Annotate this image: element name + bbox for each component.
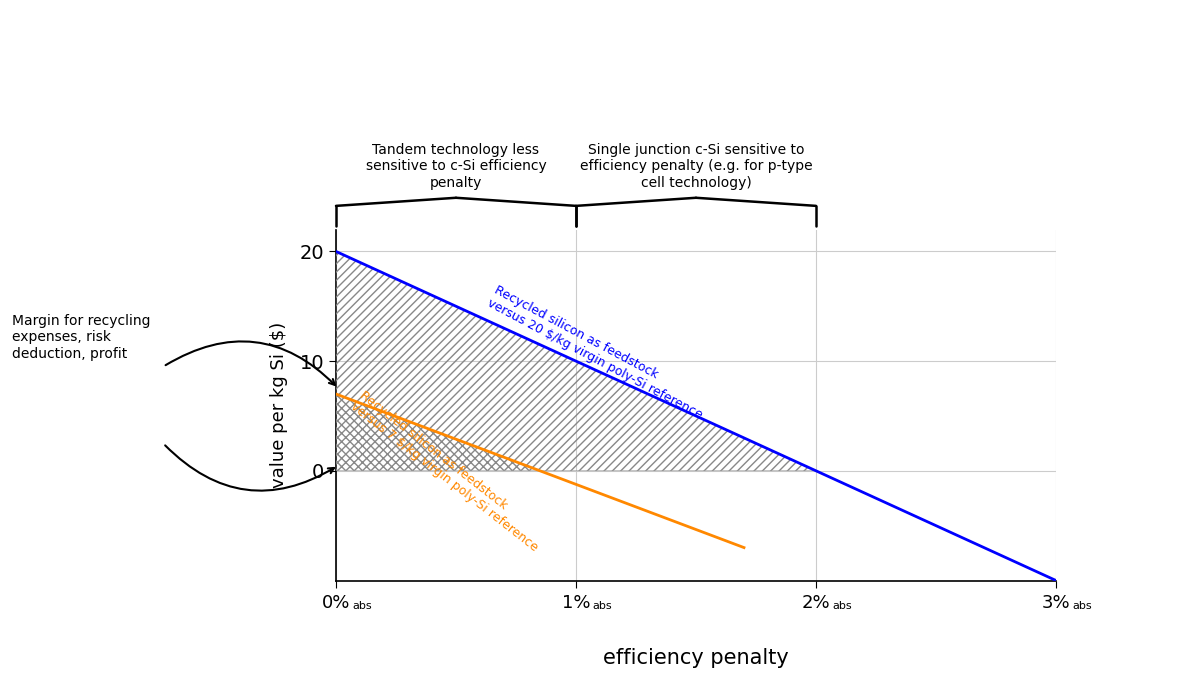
Text: 1%: 1% bbox=[562, 594, 590, 612]
Text: Margin for recycling
expenses, risk
deduction, profit: Margin for recycling expenses, risk dedu… bbox=[12, 315, 150, 360]
Text: abs: abs bbox=[833, 601, 852, 612]
Text: abs: abs bbox=[1073, 601, 1092, 612]
Text: 2%: 2% bbox=[802, 594, 830, 612]
Text: Tandem technology less
sensitive to c-Si efficiency
penalty: Tandem technology less sensitive to c-Si… bbox=[366, 143, 546, 190]
Text: Recycled silicon as feedstock
versus 20 $/kg virgin poly-Si reference: Recycled silicon as feedstock versus 20 … bbox=[485, 284, 712, 422]
Text: Single junction c-Si sensitive to
efficiency penalty (e.g. for p-type
cell techn: Single junction c-Si sensitive to effici… bbox=[580, 143, 812, 190]
Text: efficiency penalty: efficiency penalty bbox=[604, 648, 788, 668]
Text: 3%: 3% bbox=[1042, 594, 1070, 612]
Text: abs: abs bbox=[353, 601, 372, 612]
Text: abs: abs bbox=[593, 601, 612, 612]
Text: Recycled silicon as feedstock
versus 7 $/kg virgin poly-Si reference: Recycled silicon as feedstock versus 7 $… bbox=[348, 388, 550, 555]
Y-axis label: value per kg Si ($): value per kg Si ($) bbox=[270, 322, 288, 488]
Text: 0%: 0% bbox=[322, 594, 350, 612]
